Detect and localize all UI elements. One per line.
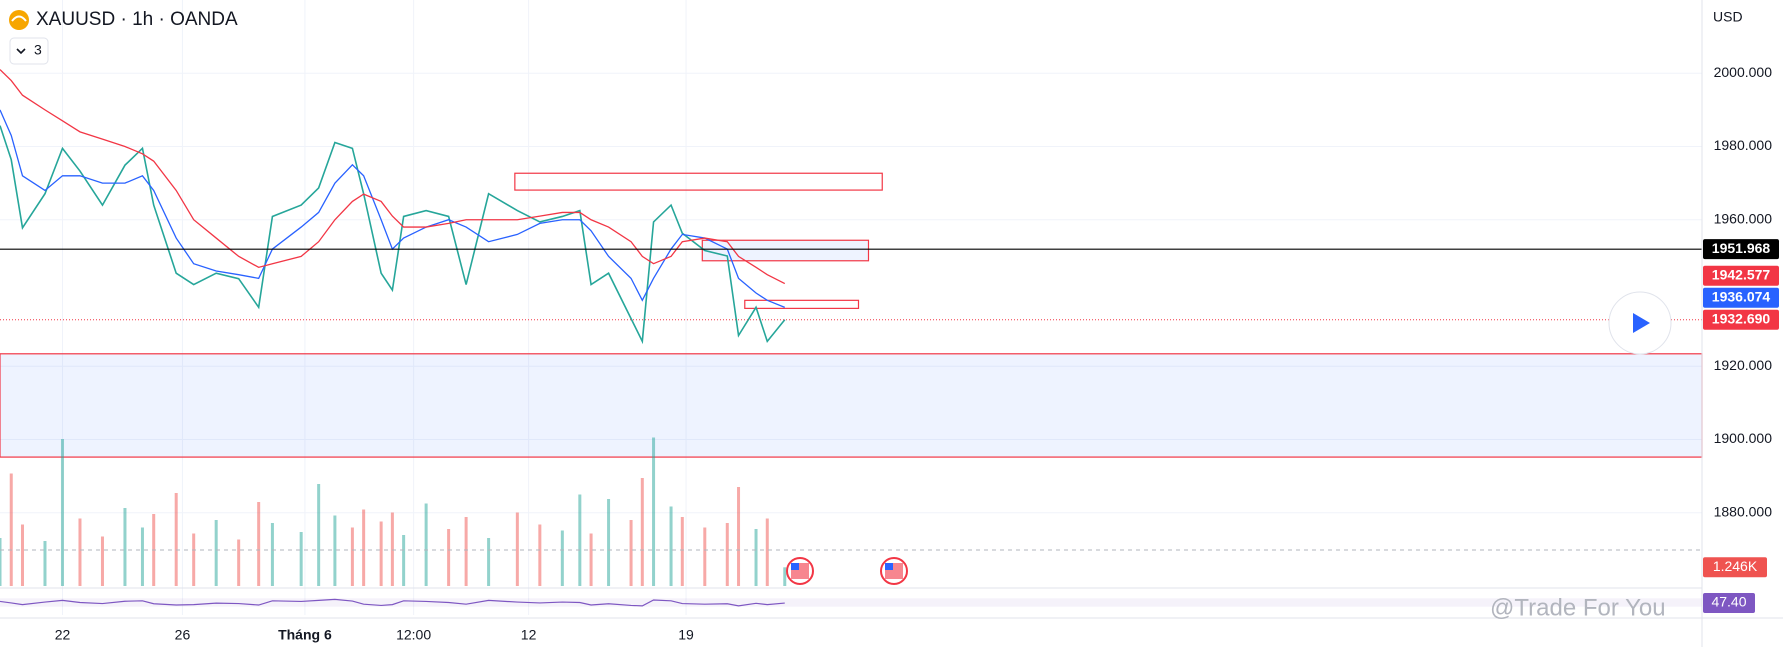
price-label-box <box>1703 265 1779 286</box>
y-tick-label: 1960.000 <box>1714 210 1773 226</box>
volume-bar <box>607 499 611 586</box>
volume-bar <box>680 517 684 586</box>
zone <box>514 172 883 191</box>
price-label-box <box>1703 309 1779 330</box>
volume-bar <box>123 508 127 586</box>
y-tick-label: 1900.000 <box>1714 430 1773 446</box>
volume-bar <box>578 494 582 586</box>
volume-label-box <box>1703 557 1767 578</box>
price-label-box <box>1703 239 1779 260</box>
plot-area <box>0 0 1703 615</box>
volume-bar <box>754 529 758 586</box>
symbol-title: XAUUSD · 1h · OANDA <box>36 9 238 30</box>
volume-bar <box>515 512 519 586</box>
event-flag[interactable] <box>880 557 908 585</box>
volume-bar <box>299 532 303 586</box>
volume-bar <box>379 521 383 586</box>
y-tick-label: 2000.000 <box>1714 64 1773 80</box>
volume-bar <box>350 527 354 586</box>
zone <box>701 239 870 262</box>
volume-bar <box>362 509 366 586</box>
volume-bar <box>629 520 633 586</box>
price-label: 1942.577 <box>1712 266 1771 282</box>
volume-bar <box>60 439 64 586</box>
volume-bar <box>100 536 104 586</box>
volume-bar <box>9 473 13 586</box>
zone <box>744 299 860 309</box>
rsi-label: 47.40 <box>1711 594 1746 610</box>
price-label: 1951.968 <box>1712 240 1771 256</box>
play-button[interactable] <box>1608 291 1672 355</box>
volume-bar <box>652 437 656 586</box>
volume-bar <box>237 539 241 586</box>
y-tick-label: 1920.000 <box>1714 357 1773 373</box>
volume-bar <box>402 535 406 586</box>
volume-bar <box>447 529 451 586</box>
volume-bar <box>703 527 707 586</box>
indicators-count: 3 <box>34 42 42 58</box>
volume-bar <box>317 484 321 586</box>
volume-bar <box>669 506 673 586</box>
x-tick-label: 26 <box>175 627 191 643</box>
volume-bar <box>20 524 24 586</box>
indicators-toggle[interactable] <box>9 37 49 65</box>
volume-bar <box>192 533 196 586</box>
zone <box>0 353 1703 458</box>
symbol-logo <box>9 10 29 30</box>
event-flag[interactable] <box>786 557 814 585</box>
axis-labels: 1880.000 1900.000 1920.000 1960.000 1980.000… <box>55 64 1779 643</box>
volume-bar <box>560 530 564 586</box>
volume-label: 1.246K <box>1713 558 1758 574</box>
price-label: 1936.074 <box>1712 288 1771 304</box>
chevron-icon <box>16 48 26 55</box>
volume-bar <box>214 520 218 586</box>
volume-bar <box>725 523 729 586</box>
series-line <box>0 69 786 285</box>
volume-bar <box>43 541 47 586</box>
volume-bar <box>538 524 542 586</box>
x-tick-label: Tháng 6 <box>278 627 332 643</box>
x-tick-label: 12 <box>521 627 537 643</box>
volume-bar <box>390 512 394 586</box>
volume-bar <box>783 567 787 586</box>
volume-bar <box>589 533 593 586</box>
rsi-line <box>0 598 785 607</box>
x-tick-label: 19 <box>678 627 694 643</box>
volume-bar <box>78 518 82 586</box>
symbol-logo-mark <box>11 15 27 22</box>
y-tick-label: 1980.000 <box>1714 137 1773 153</box>
volume-bar <box>640 478 644 586</box>
volume-bar <box>487 538 491 586</box>
volume-bar <box>464 517 468 586</box>
currency-label: USD <box>1713 9 1743 25</box>
rsi-label-box <box>1703 593 1755 614</box>
volume-bar <box>424 503 428 586</box>
price-label-box <box>1703 287 1779 308</box>
series-line <box>0 125 786 345</box>
volume-bar <box>333 515 337 586</box>
volume-bar <box>140 527 144 586</box>
volume-bar <box>174 493 178 586</box>
volume-bar <box>765 518 769 586</box>
volume-bar <box>257 502 261 586</box>
watermark: @Trade For You <box>1490 594 1666 621</box>
price-label: 1932.690 <box>1712 310 1771 326</box>
rsi-band <box>0 598 1702 607</box>
volume-bar <box>737 487 741 586</box>
volume-bar <box>0 538 2 586</box>
x-tick-label: 22 <box>55 627 71 643</box>
volume-bar <box>270 523 274 586</box>
x-tick-label: 12:00 <box>396 627 431 643</box>
y-tick-label: 1880.000 <box>1714 503 1773 519</box>
